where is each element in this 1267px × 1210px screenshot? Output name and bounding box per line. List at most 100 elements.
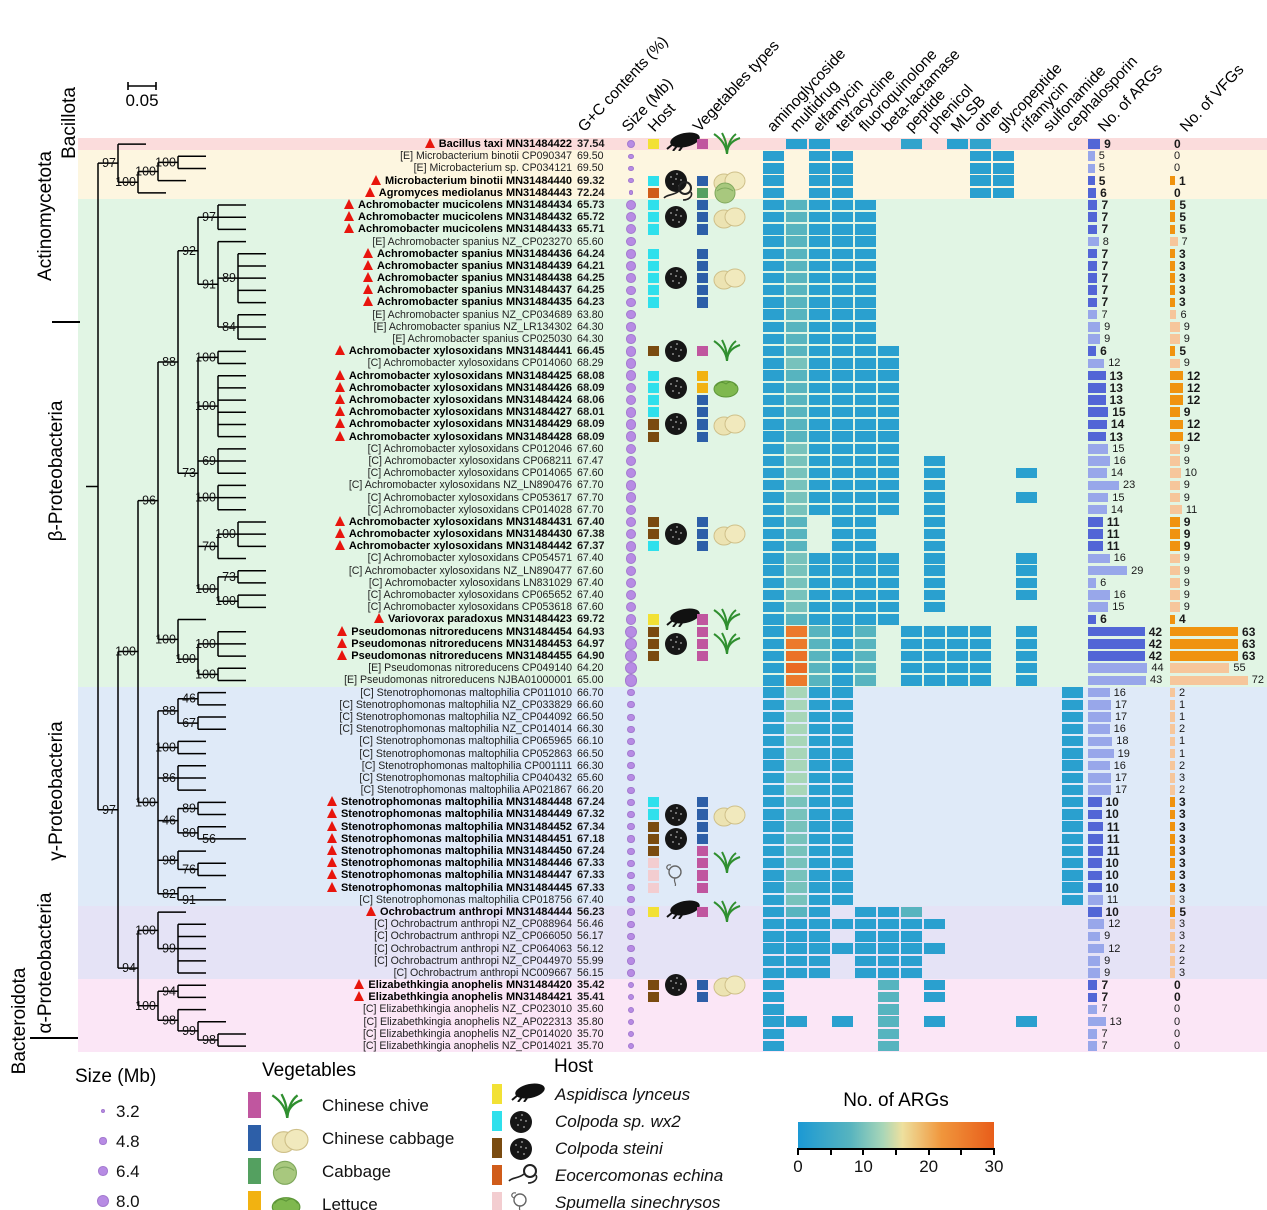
heatmap-cell <box>901 967 922 979</box>
heatmap-cell <box>763 1040 784 1052</box>
phylum-tick <box>52 321 80 323</box>
heatmap-cell <box>809 272 830 284</box>
arg-count: 15 <box>1112 491 1125 504</box>
bootstrap-value: 99 <box>182 1024 196 1038</box>
heatmap-cell <box>924 528 945 540</box>
arg-count: 6 <box>1100 612 1107 627</box>
arg-count-bar <box>1088 821 1103 832</box>
arg-count-bar <box>1088 200 1098 210</box>
arg-count-bar <box>1088 504 1107 515</box>
vegetable-bar <box>697 882 708 893</box>
arg-count: 44 <box>1151 662 1164 675</box>
heatmap-cell <box>763 650 784 662</box>
heatmap-cell <box>1016 492 1037 503</box>
arg-count: 9 <box>1104 954 1111 967</box>
vfg-count: 9 <box>1183 552 1190 565</box>
gc-content-value: 65.72 <box>577 211 605 224</box>
heatmap-cell <box>786 626 807 637</box>
host-bar <box>648 407 659 418</box>
taxon-name: Achromobacter mucicolens MN31484432 <box>88 211 572 223</box>
heatmap-cell <box>763 882 784 893</box>
heatmap-cell <box>855 431 876 442</box>
heatmap-cell <box>786 943 807 954</box>
arg-count-bar <box>1088 529 1103 539</box>
heatmap-cell <box>832 565 853 576</box>
heatmap-cell <box>832 321 853 333</box>
vfg-count-bar <box>1170 894 1175 905</box>
gc-content-value: 67.60 <box>577 601 604 614</box>
bootstrap-value: 100 <box>195 491 216 505</box>
host-bar <box>648 187 659 198</box>
arg-count-bar <box>1088 407 1109 417</box>
arg-count: 16 <box>1113 686 1126 699</box>
vfg-count: 3 <box>1179 930 1186 943</box>
arg-count: 6 <box>1100 185 1107 200</box>
heatmap-cell <box>832 858 853 869</box>
vfg-count: 2 <box>1179 686 1186 699</box>
vegetable-legend-icon <box>270 1192 302 1210</box>
host-icon <box>663 631 689 657</box>
genome-size-dot <box>625 589 637 601</box>
gc-content-value: 35.70 <box>577 1027 604 1040</box>
arg-count: 7 <box>1101 1003 1108 1016</box>
heatmap-cell <box>832 711 853 723</box>
heatmap-cell <box>878 577 899 588</box>
genome-size-dot <box>626 249 636 259</box>
heatmap-cell <box>832 918 853 930</box>
vfg-count: 3 <box>1179 283 1186 298</box>
taxon-name: [C] Achromobacter xylosoxidans NZ_LN8904… <box>348 479 572 492</box>
heatmap-cell <box>947 626 968 637</box>
heatmap-cell <box>786 394 807 406</box>
heatmap-cell <box>763 992 784 1003</box>
heatmap-cell <box>786 833 807 844</box>
bootstrap-value: 89 <box>182 801 196 815</box>
vfg-count-bar <box>1170 785 1175 795</box>
taxon-name: Achromobacter xylosoxidans MN31484430 <box>88 528 572 540</box>
isolate-triangle-icon <box>337 649 348 660</box>
gc-content-value: 64.20 <box>577 662 604 675</box>
heatmap-cell <box>832 260 853 272</box>
heatmap-cell <box>947 675 968 686</box>
heatmap-cell <box>809 931 830 942</box>
vfg-count-bar <box>1170 712 1175 722</box>
heatmap-cell <box>763 870 784 881</box>
arg-count: 19 <box>1117 747 1130 760</box>
vfg-count-bar <box>1170 651 1239 661</box>
vfg-count: 3 <box>1179 258 1186 273</box>
heatmap-cell <box>786 248 807 259</box>
arg-count-bar <box>1088 541 1103 552</box>
vfg-count-bar <box>1170 675 1248 686</box>
heatmap-cell <box>763 431 784 442</box>
vfg-count-bar <box>1170 431 1183 442</box>
bootstrap-value: 94 <box>122 961 136 975</box>
arg-count: 18 <box>1116 735 1129 748</box>
heatmap-cell <box>1016 626 1037 637</box>
vfg-count: 10 <box>1184 467 1198 480</box>
vfg-count-bar <box>1170 919 1175 929</box>
heatmap-cell <box>970 638 991 649</box>
host-bar <box>648 224 659 235</box>
taxon-name: [C] Elizabethkingia anophelis NZ_AP02231… <box>363 1015 572 1028</box>
heatmap-cell <box>763 565 784 576</box>
vfg-count-bar <box>1170 334 1180 344</box>
heatmap-cell <box>832 516 853 528</box>
heatmap-cell <box>786 553 807 564</box>
heatmap-cell <box>763 358 784 369</box>
vegetable-icon <box>712 181 738 205</box>
taxon-name: Achromobacter spanius MN31484435 <box>88 296 572 308</box>
taxon-name: [C] Stenotrophomonas maltophilia NZ_CP01… <box>339 723 572 736</box>
genome-size-dot <box>625 455 637 467</box>
isolate-triangle-icon <box>344 223 355 234</box>
heatmap-cell <box>809 723 830 735</box>
gc-content-value: 66.10 <box>577 735 604 748</box>
heatmap-cell <box>878 431 899 442</box>
heatmap-cell <box>763 614 784 625</box>
heatmap-cell <box>993 163 1014 174</box>
host-legend-label: Eocercomonas echina <box>555 1166 724 1185</box>
taxon-name: [C] Achromobacter xylosoxidans CP014065 <box>367 467 572 480</box>
arg-count: 12 <box>1108 918 1121 931</box>
size-legend-dot <box>98 1166 108 1176</box>
arg-count: 5 <box>1098 162 1105 175</box>
genome-size-dot <box>626 334 636 344</box>
